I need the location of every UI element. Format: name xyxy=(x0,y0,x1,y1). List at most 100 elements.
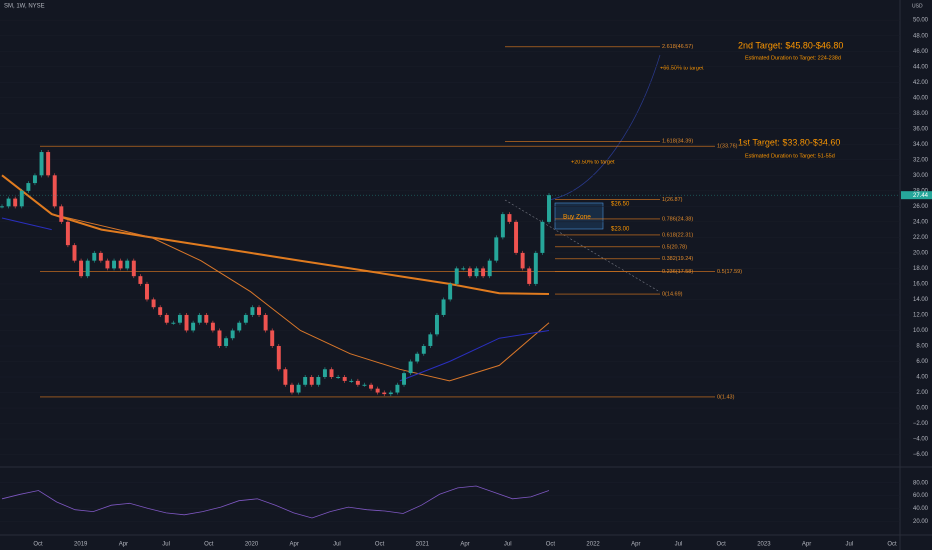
candle xyxy=(151,299,156,308)
candle xyxy=(362,384,367,386)
fib-label: 1(26.87) xyxy=(662,197,683,203)
candle xyxy=(500,214,505,238)
candle xyxy=(520,252,525,269)
candle xyxy=(250,307,255,315)
y-tick-label: 50.00 xyxy=(913,18,929,24)
y-tick-label: 22.00 xyxy=(913,235,929,241)
candle xyxy=(257,307,262,315)
candle xyxy=(39,152,44,176)
candle xyxy=(454,268,459,284)
candle xyxy=(158,307,163,315)
candle xyxy=(224,338,229,346)
moving-average xyxy=(51,213,550,382)
candle xyxy=(355,380,360,385)
y-tick-label: 8.00 xyxy=(916,344,928,350)
x-tick-label: 2020 xyxy=(245,542,259,548)
y-tick-label: 6.00 xyxy=(916,359,928,365)
candle xyxy=(98,252,103,261)
candle xyxy=(329,369,334,378)
symbol-header: SM, 1W, NYSE xyxy=(4,4,45,10)
last-price-label: 27.44 xyxy=(913,193,929,199)
candle xyxy=(408,361,413,374)
candle xyxy=(59,206,64,222)
candle xyxy=(177,314,182,323)
candle xyxy=(217,330,222,346)
moving-average xyxy=(1,217,550,382)
rsi-tick-label: 20.00 xyxy=(913,519,929,525)
y-tick-label: 2.00 xyxy=(916,390,928,396)
y-tick-label: 12.00 xyxy=(913,313,929,319)
candle xyxy=(527,268,532,284)
x-tick-label: Oct xyxy=(375,542,385,548)
x-tick-label: Apr xyxy=(119,542,128,548)
candle xyxy=(184,314,189,331)
y-tick-label: 14.00 xyxy=(913,297,929,303)
candle xyxy=(474,268,479,277)
candle xyxy=(79,260,84,277)
candle xyxy=(336,377,341,379)
y-tick-label: 38.00 xyxy=(913,111,929,117)
candle xyxy=(494,237,499,261)
candle xyxy=(487,260,492,277)
fib-label: 0.786(24.38) xyxy=(662,216,693,222)
y-tick-label: −4.00 xyxy=(913,437,929,443)
candle xyxy=(0,206,4,208)
y-tick-label: 40.00 xyxy=(913,95,929,101)
fib-label: 0(1.43) xyxy=(717,394,735,400)
x-tick-label: Apr xyxy=(460,542,469,548)
candle xyxy=(434,314,439,335)
candle xyxy=(507,214,512,222)
fib-label: 1.618(34.39) xyxy=(662,139,693,145)
candle xyxy=(6,198,11,207)
candle xyxy=(382,392,387,395)
duration-2: Estimated Duration to Target: 224-238d xyxy=(745,55,841,61)
candle xyxy=(421,345,426,354)
candle xyxy=(349,380,354,382)
y-tick-label: 42.00 xyxy=(913,80,929,86)
x-tick-label: Oct xyxy=(717,542,727,548)
candle xyxy=(52,175,57,207)
y-tick-label: 18.00 xyxy=(913,266,929,272)
x-tick-label: Apr xyxy=(631,542,640,548)
fib-label: 2.618(46.57) xyxy=(662,44,693,50)
x-tick-label: 2023 xyxy=(757,542,771,548)
y-tick-label: −2.00 xyxy=(913,421,929,427)
candle xyxy=(171,322,176,324)
candle xyxy=(369,384,374,389)
candle xyxy=(32,175,37,184)
candle xyxy=(164,314,169,323)
candle xyxy=(276,345,281,370)
candle xyxy=(514,221,519,253)
candle xyxy=(131,260,136,277)
candle xyxy=(303,377,308,385)
candle xyxy=(46,152,51,176)
candle xyxy=(342,377,347,381)
candle xyxy=(191,322,196,331)
candle xyxy=(72,245,77,261)
candle xyxy=(204,314,209,323)
candle xyxy=(441,299,446,315)
buy-zone xyxy=(554,202,604,230)
candle xyxy=(547,195,551,222)
upper-label: $26.50 xyxy=(611,202,630,208)
candle xyxy=(92,252,97,261)
candle xyxy=(118,260,123,269)
moving-average xyxy=(1,174,550,295)
candle xyxy=(105,260,110,269)
candle xyxy=(322,369,327,378)
y-tick-label: 36.00 xyxy=(913,126,929,132)
candle xyxy=(270,330,275,346)
x-tick-label: 2019 xyxy=(74,542,88,548)
rsi-tick-label: 80.00 xyxy=(913,480,929,486)
candle xyxy=(461,268,466,270)
candle xyxy=(145,283,149,300)
y-tick-label: 0.00 xyxy=(916,406,928,412)
candle xyxy=(467,268,472,277)
candle xyxy=(428,334,433,346)
candle xyxy=(316,377,321,385)
y-tick-label: 10.00 xyxy=(913,328,929,334)
x-tick-label: Oct xyxy=(204,542,214,548)
x-tick-label: Jul xyxy=(675,542,683,548)
